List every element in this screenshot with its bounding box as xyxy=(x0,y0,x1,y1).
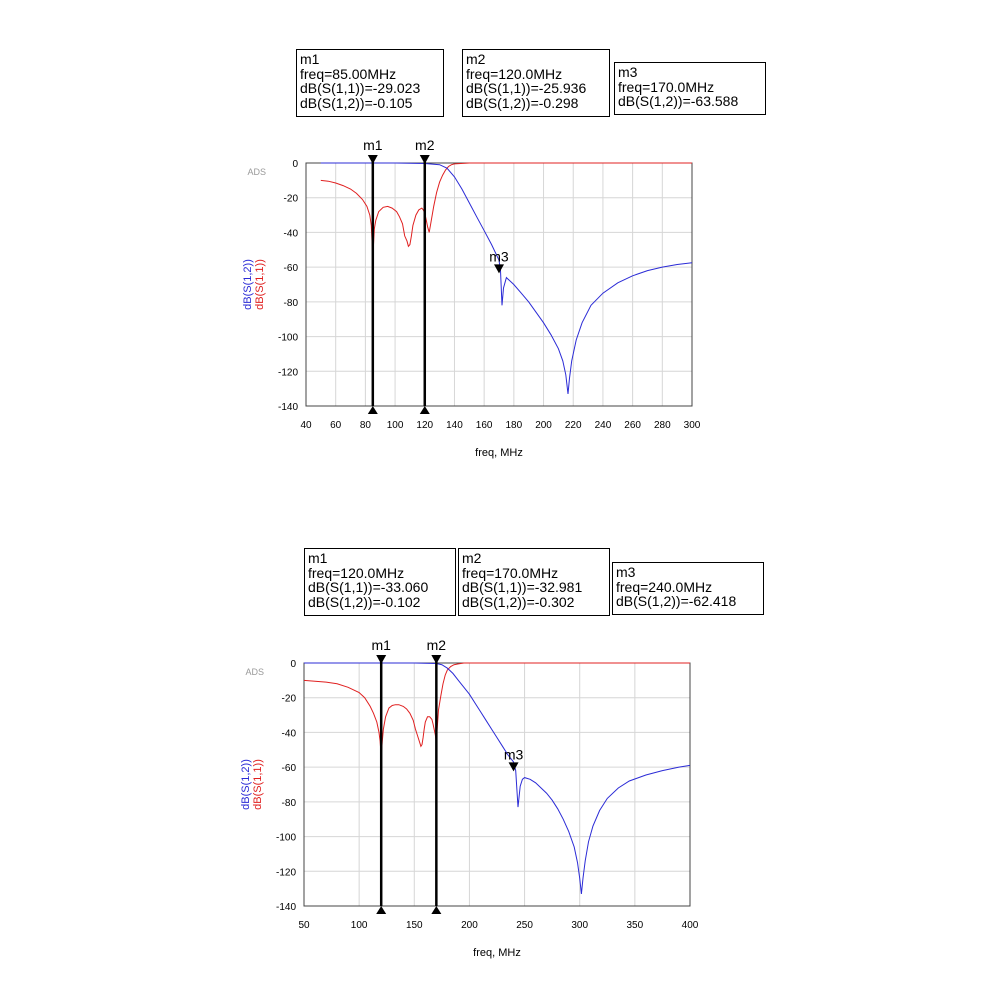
readout-line: freq=120.0MHz xyxy=(466,65,563,82)
x-tick-label: 400 xyxy=(682,920,699,931)
marker-readout-m3: m3 freq=170.0MHz dB(S(1,2))=-63.588 xyxy=(614,62,766,115)
x-tick-label: 220 xyxy=(565,420,582,431)
y-axis-series-label: dB(S(1,2)) xyxy=(240,759,252,810)
x-axis-title: freq, MHz xyxy=(473,947,521,959)
readout-line: dB(S(1,1))=-32.981 xyxy=(462,579,583,595)
x-tick-label: 250 xyxy=(516,920,533,931)
y-tick-label: -100 xyxy=(278,333,298,344)
x-tick-label: 240 xyxy=(595,420,612,431)
y-tick-label: -140 xyxy=(276,902,296,913)
marker-arrow-top xyxy=(376,655,387,664)
marker-readout-m3: m3 freq=240.0MHz dB(S(1,2))=-62.418 xyxy=(612,562,764,615)
marker-label: m1 xyxy=(371,637,391,653)
marker-readout-m2: m2 freq=170.0MHz dB(S(1,1))=-32.981 dB(S… xyxy=(458,548,610,616)
series-line-s12 xyxy=(320,162,693,394)
s-parameter-plot-top: 40 60 80 100 120 140 160 180 200 220 240 260 280 300 0… xyxy=(242,137,701,459)
x-tick-label: 60 xyxy=(330,420,342,431)
y-tick-label: 0 xyxy=(292,159,298,170)
marker-readout-m2: m2 freq=120.0MHz dB(S(1,1))=-25.936 dB(S… xyxy=(462,49,610,117)
y-tick-label: -20 xyxy=(284,194,299,205)
y-tick-label: -60 xyxy=(284,263,299,274)
readout-line: m1 xyxy=(300,51,320,67)
x-tick-label: 200 xyxy=(461,920,478,931)
y-axis-series-label: dB(S(1,1)) xyxy=(254,259,266,310)
readout-line: dB(S(1,1))=-33.060 xyxy=(308,579,429,595)
x-tick-label: 40 xyxy=(300,420,312,431)
x-tick-label: 80 xyxy=(360,420,372,431)
y-axis-series-label: dB(S(1,2)) xyxy=(242,259,254,310)
readout-line: m2 xyxy=(466,51,486,67)
x-tick-label: 140 xyxy=(446,420,463,431)
y-tick-label: -20 xyxy=(282,694,297,705)
marker-readout-m1: m1 freq=85.00MHz dB(S(1,1))=-29.023 dB(S… xyxy=(296,49,444,117)
readout-line: freq=170.0MHz xyxy=(462,564,559,581)
marker-arrow xyxy=(508,762,519,772)
x-tick-label: 150 xyxy=(406,920,423,931)
y-tick-label: -80 xyxy=(282,798,297,809)
y-axis-series-label: dB(S(1,1)) xyxy=(252,759,264,810)
readout-line: m3 xyxy=(616,564,636,580)
y-tick-label: -40 xyxy=(284,228,299,239)
series-line-s11 xyxy=(303,662,690,757)
y-tick-label: 0 xyxy=(290,659,296,670)
marker-arrow-bottom xyxy=(376,906,387,914)
readout-line: m2 xyxy=(462,550,482,566)
readout-line: dB(S(1,1))=-29.023 xyxy=(300,80,421,96)
marker-label: m3 xyxy=(489,248,509,264)
readout-line: dB(S(1,1))=-25.936 xyxy=(466,80,587,96)
readout-line: dB(S(1,2))=-0.302 xyxy=(462,593,575,610)
x-tick-label: 180 xyxy=(506,420,523,431)
x-tick-label: 350 xyxy=(627,920,644,931)
plot-frame xyxy=(303,662,691,907)
marker-arrow-bottom xyxy=(431,906,442,914)
readout-line: dB(S(1,2))=-0.105 xyxy=(300,94,413,111)
marker-label: m2 xyxy=(427,637,447,653)
readout-line: freq=170.0MHz xyxy=(618,78,715,95)
watermark-label: ADS xyxy=(245,667,264,677)
marker-label: m3 xyxy=(504,746,524,762)
y-tick-label: -140 xyxy=(278,402,298,413)
x-tick-label: 260 xyxy=(624,420,641,431)
series-line-s12 xyxy=(304,662,691,894)
y-tick-label: -40 xyxy=(282,728,297,739)
y-tick-label: -120 xyxy=(276,867,296,878)
readout-line: dB(S(1,2))=-0.102 xyxy=(308,593,421,610)
readout-line: m3 xyxy=(618,64,638,80)
marker-readout-m1: m1 freq=120.0MHz dB(S(1,1))=-33.060 dB(S… xyxy=(304,548,456,616)
x-tick-label: 160 xyxy=(476,420,493,431)
marker-label: m2 xyxy=(415,137,435,153)
y-tick-label: -100 xyxy=(276,833,296,844)
x-tick-label: 200 xyxy=(535,420,552,431)
x-tick-label: 300 xyxy=(571,920,588,931)
readout-line: dB(S(1,2))=-63.588 xyxy=(618,93,739,109)
readout-line: freq=85.00MHz xyxy=(300,65,397,82)
y-tick-label: -60 xyxy=(282,763,297,774)
marker-arrow-bottom xyxy=(367,406,378,414)
readout-line: dB(S(1,2))=-62.418 xyxy=(616,593,737,609)
marker-arrow-top xyxy=(367,155,378,164)
x-axis-title: freq, MHz xyxy=(475,447,523,459)
x-tick-label: 100 xyxy=(387,420,404,431)
x-tick-label: 120 xyxy=(416,420,433,431)
x-tick-label: 100 xyxy=(351,920,368,931)
marker-arrow-bottom xyxy=(419,406,430,414)
marker-arrow xyxy=(494,264,504,274)
y-tick-label: -80 xyxy=(284,298,299,309)
watermark-label: ADS xyxy=(247,167,266,177)
x-tick-label: 50 xyxy=(298,920,310,931)
readout-line: dB(S(1,2))=-0.298 xyxy=(466,94,579,111)
marker-arrow-top xyxy=(431,655,442,664)
x-tick-label: 300 xyxy=(684,420,701,431)
x-tick-label: 280 xyxy=(654,420,671,431)
readout-line: m1 xyxy=(308,550,328,566)
readout-line: freq=120.0MHz xyxy=(308,564,405,581)
readout-line: freq=240.0MHz xyxy=(616,578,713,595)
marker-label: m1 xyxy=(363,137,383,153)
y-tick-label: -120 xyxy=(278,367,298,378)
marker-arrow-top xyxy=(419,155,430,164)
series-line-s11 xyxy=(320,162,692,259)
